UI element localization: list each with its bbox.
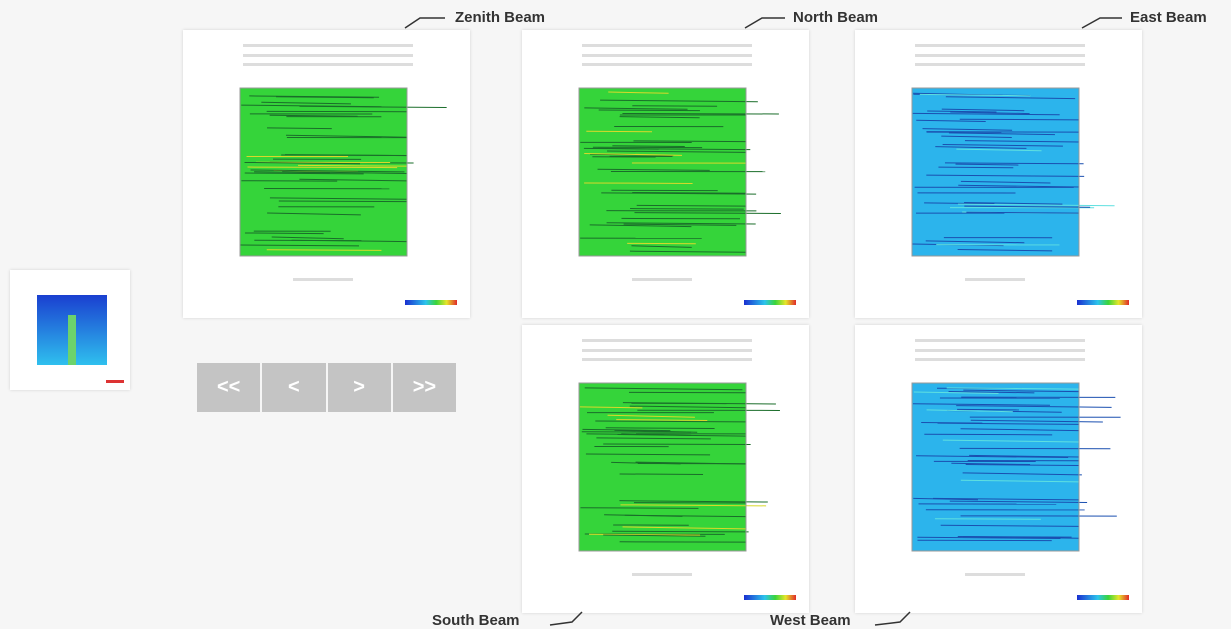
caption-line (582, 349, 752, 352)
caption-line (582, 44, 752, 47)
beam-plot (522, 325, 809, 613)
plot-streak (960, 119, 1079, 120)
beam-label: North Beam (793, 9, 878, 26)
caption-line (243, 44, 413, 47)
axis-caption (632, 278, 692, 281)
nav-button[interactable]: < (262, 363, 325, 412)
page: <<<>>> (() => { const data = JSON.parse(… (0, 0, 1231, 629)
caption-line (915, 44, 1085, 47)
colorbar (1077, 595, 1129, 600)
plot-streak (924, 434, 1052, 435)
plot-area (579, 383, 746, 551)
caption-line (582, 54, 752, 57)
axis-caption (632, 573, 692, 576)
caption-line (915, 54, 1085, 57)
colorbar (405, 300, 457, 305)
beam-panel[interactable] (183, 30, 470, 318)
plot-streak (586, 131, 652, 132)
axis-caption (965, 573, 1025, 576)
beam-plot (855, 30, 1142, 318)
caption-line (582, 63, 752, 66)
thumbnail[interactable] (10, 270, 130, 390)
caption-line (915, 349, 1085, 352)
plot-streak (612, 531, 748, 532)
plot-streak (267, 250, 382, 251)
plot-streak (622, 113, 778, 114)
thumbnail-plot (10, 270, 130, 390)
plot-streak (580, 508, 698, 509)
caption-line (915, 339, 1085, 342)
nav-button[interactable]: > (328, 363, 391, 412)
beam-plot (522, 30, 809, 318)
caption-line (915, 358, 1085, 361)
nav-button[interactable]: << (197, 363, 260, 412)
nav-buttons: <<<>>> (196, 363, 457, 412)
colorbar (1077, 300, 1129, 305)
plot-streak (584, 148, 659, 149)
plot-streak (957, 409, 1019, 410)
colorbar (744, 595, 796, 600)
beam-label: West Beam (770, 612, 851, 629)
beam-panel[interactable] (855, 325, 1142, 613)
beam-panel[interactable] (522, 325, 809, 613)
beam-label: Zenith Beam (455, 9, 545, 26)
plot-streak (279, 201, 407, 202)
beam-plot (183, 30, 470, 318)
beam-plot (855, 325, 1142, 613)
caption-line (582, 339, 752, 342)
plot-streak (599, 110, 700, 111)
plot-streak (245, 233, 324, 234)
plot-streak (637, 205, 746, 206)
caption-line (915, 63, 1085, 66)
plot-streak (921, 422, 982, 423)
beam-label: East Beam (1130, 9, 1207, 26)
plot-streak (584, 183, 692, 184)
colorbar (744, 300, 796, 305)
beam-label: South Beam (432, 612, 520, 629)
nav-button[interactable]: >> (393, 363, 456, 412)
axis-caption (293, 278, 353, 281)
axis-caption (965, 278, 1025, 281)
caption-line (243, 63, 413, 66)
plot-streak (248, 167, 398, 168)
caption-line (243, 54, 413, 57)
beam-panel[interactable] (522, 30, 809, 318)
plot-streak (630, 209, 744, 210)
beam-panel[interactable] (855, 30, 1142, 318)
caption-line (582, 358, 752, 361)
